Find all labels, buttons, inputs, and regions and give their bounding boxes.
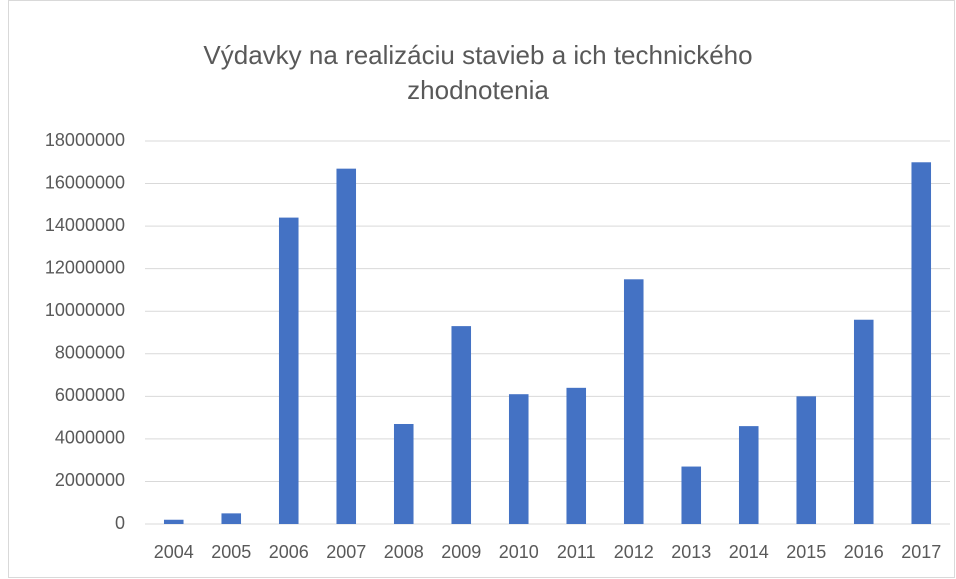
x-tick-label: 2013 (671, 542, 711, 562)
y-tick-label: 0 (115, 513, 125, 533)
bar (221, 513, 242, 524)
x-tick-label: 2007 (326, 542, 366, 562)
x-tick-label: 2014 (729, 542, 769, 562)
bar (278, 217, 299, 524)
chart-border (8, 0, 955, 578)
bar (163, 519, 184, 524)
x-tick-label: 2004 (154, 542, 194, 562)
bar (681, 466, 702, 524)
y-tick-label: 10000000 (45, 300, 125, 320)
x-tick-label: 2017 (901, 542, 941, 562)
bar (796, 396, 817, 524)
y-tick-label: 12000000 (45, 257, 125, 277)
x-tick-label: 2005 (211, 542, 251, 562)
y-tick-label: 6000000 (55, 385, 125, 405)
bar (508, 394, 529, 524)
bar (911, 162, 932, 524)
x-tick-label: 2010 (499, 542, 539, 562)
y-tick-label: 2000000 (55, 470, 125, 490)
x-tick-label: 2009 (441, 542, 481, 562)
y-tick-label: 16000000 (45, 172, 125, 192)
bar (566, 387, 587, 524)
bar (738, 426, 759, 524)
y-tick-label: 18000000 (45, 130, 125, 150)
bar (336, 168, 357, 524)
x-tick-label: 2011 (557, 542, 596, 562)
x-tick-label: 2015 (786, 542, 826, 562)
x-tick-label: 2006 (269, 542, 309, 562)
bar (451, 326, 472, 524)
y-tick-label: 8000000 (55, 343, 125, 363)
chart-title: Výdavky na realizáciu stavieb a ich tech… (203, 40, 753, 105)
y-tick-label: 4000000 (55, 428, 125, 448)
y-tick-label: 14000000 (45, 215, 125, 235)
x-tick-label: 2016 (844, 542, 884, 562)
bar (393, 423, 414, 524)
x-tick-label: 2012 (614, 542, 654, 562)
bar (853, 319, 874, 524)
x-tick-label: 2008 (384, 542, 424, 562)
bar (623, 279, 644, 524)
